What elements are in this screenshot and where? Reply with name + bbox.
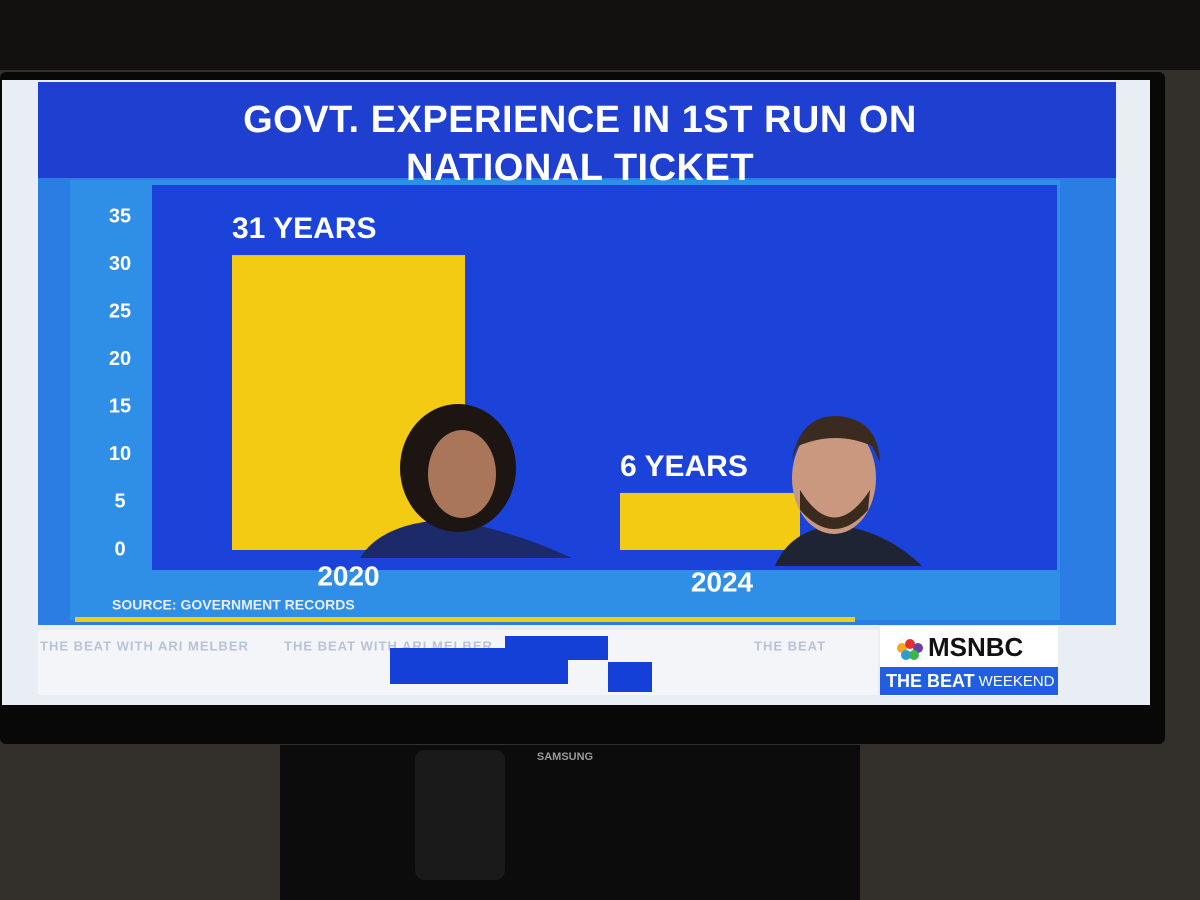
y-tick-label: 25 [109,300,131,322]
ticker-block [390,648,568,684]
y-tick-label: 0 [114,538,125,560]
chart-title: GOVT. EXPERIENCE IN 1ST RUN ON NATIONAL … [243,99,917,189]
x-tick-label: 2024 [691,566,754,597]
logo-show-suffix: WEEKEND [979,673,1055,690]
wall [0,0,1200,70]
ticker-item: THE BEAT WITH ARI MELBER [40,638,249,653]
ticker-block [608,662,652,692]
title-band [38,82,1116,178]
ticker-item: THE BEAT [754,638,826,653]
remote [415,750,505,880]
y-tick-label: 15 [109,396,131,418]
tv-stand [280,745,860,900]
logo-show-name: THE BEAT [886,671,975,691]
photo-beard [800,490,870,529]
photo-body [775,525,922,566]
photo-2020 [360,404,572,558]
tv-brand: SAMSUNG [537,751,593,763]
y-tick-label: 20 [109,348,131,370]
logo-band [880,667,1058,695]
y-tick-label: 10 [109,443,131,465]
source: SOURCE: GOVERNMENT RECORDS [112,597,355,613]
value-label: 6 YEARS [620,450,748,483]
photo-face [792,422,876,534]
y-tick-label: 30 [109,253,131,275]
peacock-feather [905,639,915,649]
x-tick-label: 2020 [317,560,379,591]
photo-face [428,430,496,518]
logo-network: MSNBC [928,632,1024,662]
value-label: 31 YEARS [232,212,377,245]
peacock-feather [901,650,911,660]
bar [620,492,800,550]
photo-hair [792,416,880,462]
logo-show: THE BEAT WEEKEND [886,671,1055,691]
photo-body [360,520,572,558]
peacock [897,639,923,660]
y-tick-label: 5 [114,491,125,513]
y-tick-label: 35 [109,205,131,227]
peacock-feather [909,650,919,660]
photo-2024 [775,416,922,566]
accent-line [75,617,855,622]
